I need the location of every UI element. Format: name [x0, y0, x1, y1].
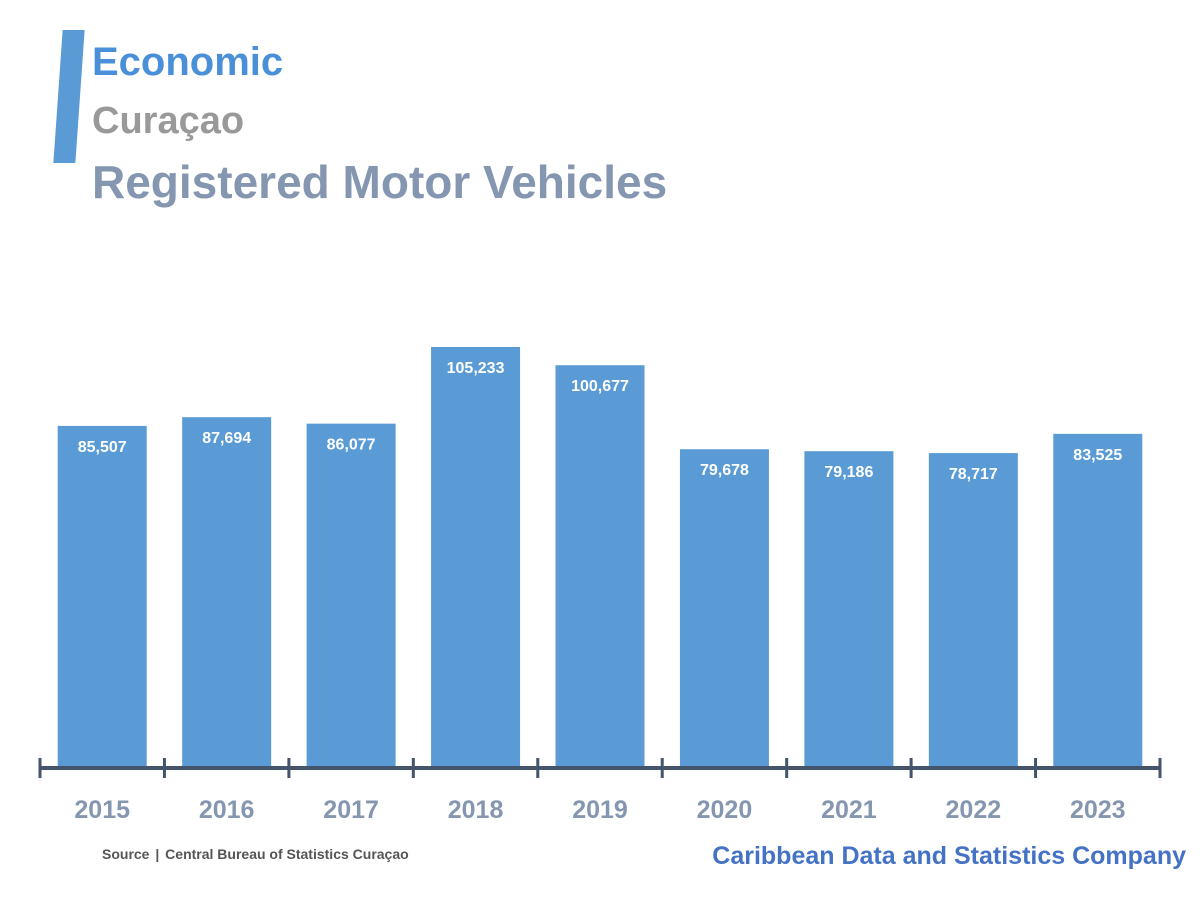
data-label-2016: 87,694 — [202, 430, 251, 447]
header-region: Curaçao — [92, 100, 245, 142]
x-tick-label-2022: 2022 — [946, 796, 1002, 824]
bar-2016 — [182, 417, 272, 768]
source-separator: | — [155, 846, 160, 862]
data-label-2021: 79,186 — [824, 464, 873, 481]
header-category: Economic — [92, 40, 284, 84]
x-tick-label-2015: 2015 — [74, 796, 130, 824]
data-label-2022: 78,717 — [949, 466, 998, 483]
data-label-2019: 100,677 — [571, 378, 629, 395]
bar-chart: 85,507 87,694 86,077 105,233 100,677 79,678 79… — [38, 347, 1162, 824]
source-text: Central Bureau of Statistics Curaçao — [165, 846, 409, 862]
source-label: Source — [102, 846, 150, 862]
bar-2020 — [679, 449, 769, 768]
x-tick-label-2019: 2019 — [572, 796, 628, 824]
bar-2019 — [555, 365, 645, 768]
bar-2017 — [306, 423, 396, 768]
bar-2018 — [431, 347, 521, 768]
bar-2022 — [928, 453, 1018, 768]
source-note: Source | Central Bureau of Statistics Cu… — [102, 846, 409, 862]
chart-title: Registered Motor Vehicles — [92, 156, 668, 208]
bar-2021 — [804, 451, 894, 768]
x-tick-label-2021: 2021 — [821, 796, 877, 824]
data-label-2023: 83,525 — [1073, 447, 1122, 464]
bar-2015 — [57, 425, 147, 768]
x-tick-label-2016: 2016 — [199, 796, 255, 824]
bar-2023 — [1053, 433, 1143, 768]
x-tick-label-2020: 2020 — [697, 796, 753, 824]
x-tick-label-2017: 2017 — [323, 796, 379, 824]
data-label-2015: 85,507 — [78, 439, 127, 456]
data-label-2018: 105,233 — [447, 360, 505, 377]
x-tick-label-2018: 2018 — [448, 796, 504, 824]
x-tick-label-2023: 2023 — [1070, 796, 1126, 824]
data-label-2017: 86,077 — [327, 437, 376, 454]
brand-name: Caribbean Data and Statistics Company — [712, 842, 1186, 870]
data-label-2020: 79,678 — [700, 462, 749, 479]
